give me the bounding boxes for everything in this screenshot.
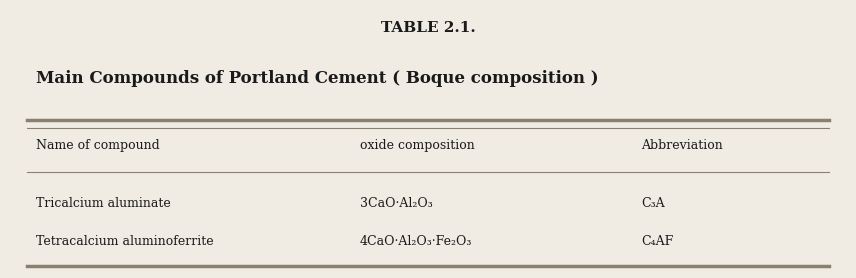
- Text: C₃A: C₃A: [641, 197, 665, 210]
- Text: Abbreviation: Abbreviation: [641, 139, 723, 152]
- Text: Name of compound: Name of compound: [35, 139, 159, 152]
- Text: 4CaO·Al₂O₃·Fe₂O₃: 4CaO·Al₂O₃·Fe₂O₃: [360, 235, 473, 248]
- Text: C₄AF: C₄AF: [641, 235, 674, 248]
- Text: Tetracalcium aluminoferrite: Tetracalcium aluminoferrite: [35, 235, 213, 248]
- Text: Tricalcium aluminate: Tricalcium aluminate: [35, 197, 170, 210]
- Text: Main Compounds of Portland Cement ( Boque composition ): Main Compounds of Portland Cement ( Boqu…: [35, 70, 598, 87]
- Text: 3CaO·Al₂O₃: 3CaO·Al₂O₃: [360, 197, 432, 210]
- Text: TABLE 2.1.: TABLE 2.1.: [381, 21, 475, 35]
- Text: oxide composition: oxide composition: [360, 139, 474, 152]
